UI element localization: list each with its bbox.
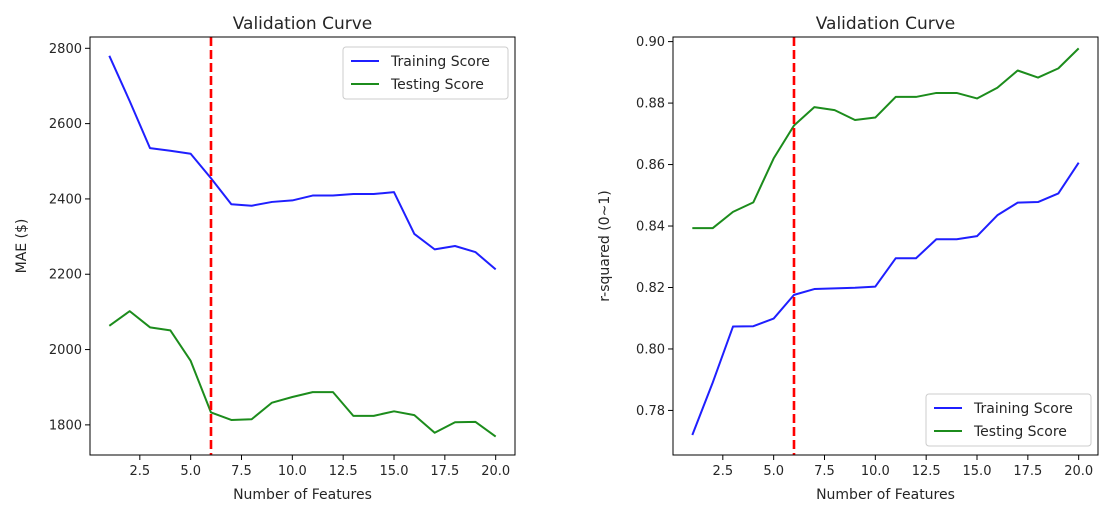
- axes-frame: [672, 36, 1099, 456]
- axes-frame: [89, 36, 516, 456]
- x-tick-label: 20.0: [481, 464, 510, 479]
- series-line-training-score: [108, 55, 497, 271]
- y-tick-label: 2200: [49, 268, 82, 283]
- series-line-training-score: [691, 162, 1080, 436]
- chart-title: Validation Curve: [816, 14, 956, 34]
- legend: Training Score Testing Score: [925, 393, 1092, 447]
- x-tick-label: 5.0: [180, 464, 201, 479]
- x-tick-label: 17.5: [1013, 464, 1042, 479]
- x-tick-label: 10.0: [861, 464, 890, 479]
- x-tick-label: 12.5: [912, 464, 941, 479]
- x-tick-label: 17.5: [430, 464, 459, 479]
- series-line-testing-score: [108, 310, 497, 438]
- y-tick-label: 2800: [49, 42, 82, 57]
- y-tick-label: 0.84: [636, 220, 665, 235]
- legend-label: Testing Score: [973, 424, 1067, 440]
- x-tick-label: 7.5: [231, 464, 252, 479]
- legend-box: [342, 46, 509, 100]
- y-tick-label: 0.90: [636, 35, 665, 50]
- x-tick-label: 15.0: [380, 464, 409, 479]
- y-tick-label: 0.78: [636, 404, 665, 419]
- legend-label: Testing Score: [390, 77, 484, 93]
- x-tick-label: 12.5: [329, 464, 358, 479]
- y-tick-label: 0.88: [636, 97, 665, 112]
- x-axis-label: Number of Features: [816, 487, 955, 503]
- y-tick-label: 2600: [49, 117, 82, 132]
- y-tick-label: 0.86: [636, 158, 665, 173]
- x-tick-label: 10.0: [278, 464, 307, 479]
- y-tick-label: 2400: [49, 192, 82, 207]
- y-tick-label: 1800: [49, 418, 82, 433]
- x-tick-label: 7.5: [814, 464, 835, 479]
- chart-title: Validation Curve: [233, 14, 373, 34]
- y-tick-label: 0.82: [636, 281, 665, 296]
- legend: Training Score Testing Score: [342, 46, 509, 100]
- x-axis-label: Number of Features: [233, 487, 372, 503]
- x-tick-label: 2.5: [129, 464, 150, 479]
- x-tick-label: 2.5: [712, 464, 733, 479]
- x-tick-label: 15.0: [963, 464, 992, 479]
- y-tick-label: 0.80: [636, 342, 665, 357]
- legend-label: Training Score: [390, 54, 490, 70]
- series-line-testing-score: [692, 47, 1080, 230]
- legend-box: [925, 393, 1092, 447]
- chart-panel-2: Validation Curve Number of Features r-squa…: [597, 14, 1099, 503]
- y-tick-label: 2000: [49, 343, 82, 358]
- x-tick-label: 5.0: [763, 464, 784, 479]
- y-axis-label: MAE ($): [14, 219, 30, 274]
- chart-panel-1: Validation Curve Number of Features MAE ($…: [14, 14, 516, 503]
- y-axis-label: r-squared (0~1): [597, 190, 613, 301]
- legend-label: Training Score: [973, 401, 1073, 417]
- x-tick-label: 20.0: [1064, 464, 1093, 479]
